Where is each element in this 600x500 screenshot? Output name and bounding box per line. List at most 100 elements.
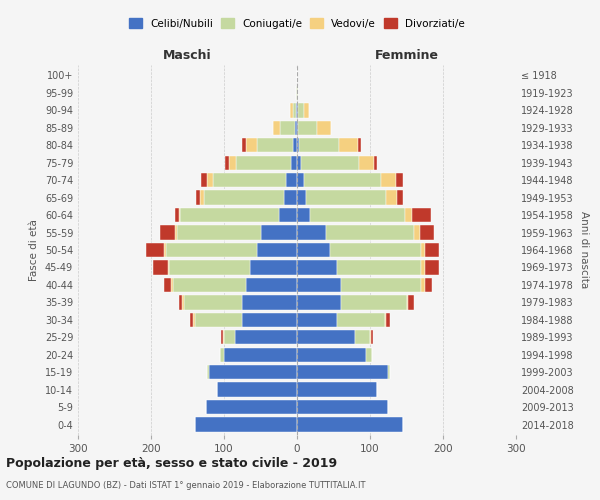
- Bar: [421, 278, 425, 292]
- Bar: [421, 243, 425, 257]
- Bar: [425, 243, 439, 257]
- Bar: [306, 190, 386, 205]
- Bar: [286, 173, 297, 188]
- Bar: [370, 330, 371, 344]
- Bar: [246, 138, 257, 152]
- Bar: [235, 330, 297, 344]
- Bar: [250, 260, 297, 274]
- Bar: [408, 295, 414, 310]
- Bar: [340, 138, 358, 152]
- Bar: [355, 330, 370, 344]
- Bar: [412, 208, 431, 222]
- Bar: [419, 226, 434, 239]
- Bar: [257, 243, 297, 257]
- Bar: [296, 86, 297, 100]
- Bar: [298, 120, 317, 135]
- Bar: [226, 156, 229, 170]
- Bar: [153, 260, 168, 274]
- Bar: [297, 120, 298, 135]
- Bar: [296, 103, 297, 118]
- Bar: [291, 156, 297, 170]
- Bar: [182, 295, 184, 310]
- Bar: [298, 103, 304, 118]
- Bar: [175, 208, 179, 222]
- Bar: [299, 138, 340, 152]
- Bar: [297, 173, 304, 188]
- Bar: [341, 278, 421, 292]
- Bar: [341, 295, 407, 310]
- Bar: [179, 295, 182, 310]
- Bar: [195, 312, 242, 327]
- Text: Maschi: Maschi: [163, 48, 212, 62]
- Bar: [297, 312, 337, 327]
- Bar: [166, 243, 257, 257]
- Bar: [293, 138, 297, 152]
- Text: COMUNE DI LAGUNDO (BZ) - Dati ISTAT 1° gennaio 2019 - Elaborazione TUTTITALIA.IT: COMUNE DI LAGUNDO (BZ) - Dati ISTAT 1° g…: [6, 481, 365, 490]
- Bar: [229, 156, 236, 170]
- Bar: [175, 226, 176, 239]
- Bar: [359, 156, 374, 170]
- Bar: [297, 278, 341, 292]
- Bar: [168, 260, 169, 274]
- Bar: [381, 173, 395, 188]
- Bar: [405, 208, 412, 222]
- Bar: [301, 156, 359, 170]
- Bar: [207, 173, 213, 188]
- Bar: [217, 382, 297, 397]
- Bar: [280, 120, 295, 135]
- Bar: [297, 190, 306, 205]
- Bar: [213, 173, 286, 188]
- Bar: [221, 330, 223, 344]
- Bar: [386, 312, 390, 327]
- Bar: [236, 156, 291, 170]
- Bar: [200, 190, 203, 205]
- Bar: [293, 103, 296, 118]
- Bar: [297, 243, 330, 257]
- Bar: [297, 365, 388, 380]
- Y-axis label: Fasce di età: Fasce di età: [29, 219, 39, 281]
- Bar: [425, 278, 432, 292]
- Bar: [279, 208, 297, 222]
- Bar: [337, 260, 421, 274]
- Bar: [260, 226, 297, 239]
- Bar: [297, 330, 355, 344]
- Bar: [176, 226, 260, 239]
- Bar: [242, 312, 297, 327]
- Bar: [223, 330, 224, 344]
- Bar: [164, 243, 166, 257]
- Bar: [326, 226, 414, 239]
- Bar: [310, 208, 405, 222]
- Legend: Celibi/Nubili, Coniugati/e, Vedovi/e, Divorziati/e: Celibi/Nubili, Coniugati/e, Vedovi/e, Di…: [129, 18, 465, 28]
- Bar: [246, 278, 297, 292]
- Bar: [304, 173, 381, 188]
- Bar: [172, 278, 173, 292]
- Bar: [203, 190, 284, 205]
- Bar: [273, 120, 280, 135]
- Bar: [196, 190, 200, 205]
- Bar: [297, 208, 310, 222]
- Bar: [304, 103, 310, 118]
- Text: Femmine: Femmine: [374, 48, 439, 62]
- Bar: [407, 295, 408, 310]
- Bar: [371, 330, 373, 344]
- Bar: [386, 190, 397, 205]
- Bar: [290, 103, 293, 118]
- Bar: [195, 418, 297, 432]
- Bar: [193, 312, 195, 327]
- Bar: [297, 260, 337, 274]
- Bar: [385, 312, 386, 327]
- Bar: [209, 365, 297, 380]
- Bar: [367, 348, 372, 362]
- Bar: [425, 260, 439, 274]
- Bar: [295, 120, 297, 135]
- Bar: [284, 190, 297, 205]
- Bar: [297, 382, 377, 397]
- Bar: [220, 348, 224, 362]
- Bar: [184, 295, 242, 310]
- Bar: [330, 243, 421, 257]
- Bar: [207, 365, 209, 380]
- Bar: [146, 243, 164, 257]
- Bar: [337, 312, 385, 327]
- Bar: [297, 156, 301, 170]
- Bar: [397, 190, 403, 205]
